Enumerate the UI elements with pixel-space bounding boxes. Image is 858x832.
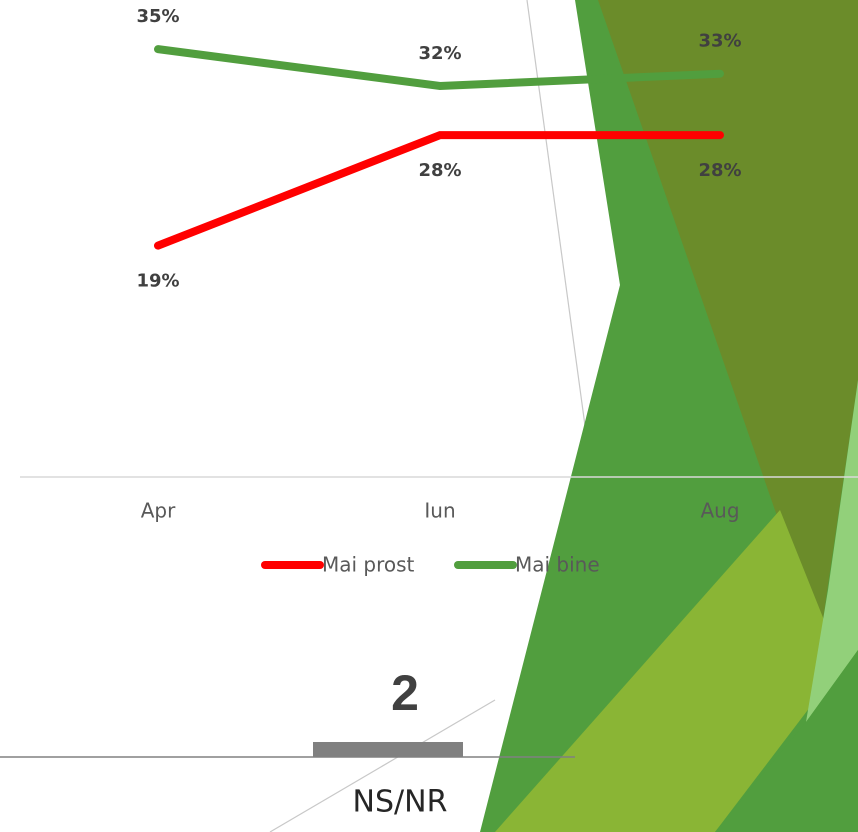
bar — [313, 742, 463, 757]
decor-shape — [715, 650, 858, 832]
x-tick-label: NS/NR — [353, 785, 448, 820]
x-tick-label: Apr — [141, 499, 176, 523]
data-label: 35% — [136, 6, 179, 27]
x-tick-label: Iun — [424, 499, 455, 523]
data-label: 19% — [136, 271, 179, 292]
line-series — [154, 45, 724, 90]
decor-line — [269, 699, 496, 832]
line-series — [154, 131, 724, 250]
decor-shape — [598, 0, 858, 640]
data-label: 33% — [698, 31, 741, 52]
decor-line — [526, 0, 593, 478]
legend-label: Mai bine — [515, 553, 600, 577]
legend-label: Mai prost — [322, 553, 415, 577]
data-label: 2 — [391, 665, 419, 721]
data-label: 32% — [418, 43, 461, 64]
data-label: 28% — [698, 160, 741, 181]
decor-shape — [806, 380, 858, 722]
data-label: 28% — [418, 160, 461, 181]
decor-shape — [495, 510, 842, 832]
x-tick-label: Aug — [700, 499, 739, 523]
